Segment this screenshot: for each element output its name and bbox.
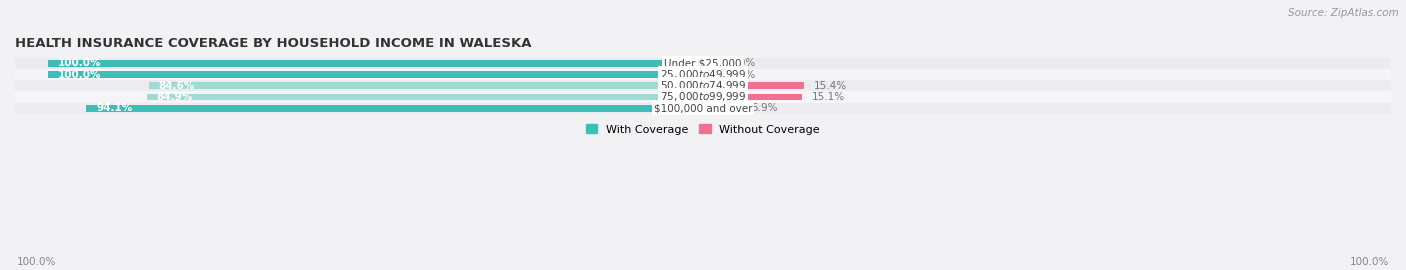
Bar	[146, 93, 703, 100]
Bar	[703, 71, 716, 78]
Text: HEALTH INSURANCE COVERAGE BY HOUSEHOLD INCOME IN WALESKA: HEALTH INSURANCE COVERAGE BY HOUSEHOLD I…	[15, 37, 531, 50]
Bar	[15, 91, 1391, 103]
Text: 84.9%: 84.9%	[156, 92, 193, 102]
Text: $25,000 to $49,999: $25,000 to $49,999	[659, 68, 747, 81]
Bar	[15, 58, 1391, 69]
Bar	[703, 93, 801, 100]
Legend: With Coverage, Without Coverage: With Coverage, Without Coverage	[582, 120, 824, 139]
Text: 15.1%: 15.1%	[811, 92, 845, 102]
Text: 100.0%: 100.0%	[58, 58, 101, 68]
Bar	[15, 69, 1391, 80]
Text: 94.1%: 94.1%	[96, 103, 132, 113]
Bar	[15, 80, 1391, 91]
Text: 15.4%: 15.4%	[814, 81, 846, 91]
Text: 100.0%: 100.0%	[1350, 257, 1389, 267]
Text: $100,000 and over: $100,000 and over	[654, 103, 752, 113]
Bar	[703, 60, 716, 67]
Bar	[86, 105, 703, 112]
Bar	[149, 82, 703, 89]
Bar	[15, 103, 1391, 114]
Text: $75,000 to $99,999: $75,000 to $99,999	[659, 90, 747, 103]
Text: $50,000 to $74,999: $50,000 to $74,999	[659, 79, 747, 92]
Bar	[48, 71, 703, 78]
Bar	[48, 60, 703, 67]
Text: 84.6%: 84.6%	[159, 81, 195, 91]
Text: 0.0%: 0.0%	[730, 58, 755, 68]
Text: 5.9%: 5.9%	[751, 103, 778, 113]
Bar	[703, 105, 741, 112]
Bar	[703, 82, 804, 89]
Text: 0.0%: 0.0%	[730, 70, 755, 80]
Text: Source: ZipAtlas.com: Source: ZipAtlas.com	[1288, 8, 1399, 18]
Text: 100.0%: 100.0%	[58, 70, 101, 80]
Text: Under $25,000: Under $25,000	[664, 58, 742, 68]
Text: 100.0%: 100.0%	[17, 257, 56, 267]
